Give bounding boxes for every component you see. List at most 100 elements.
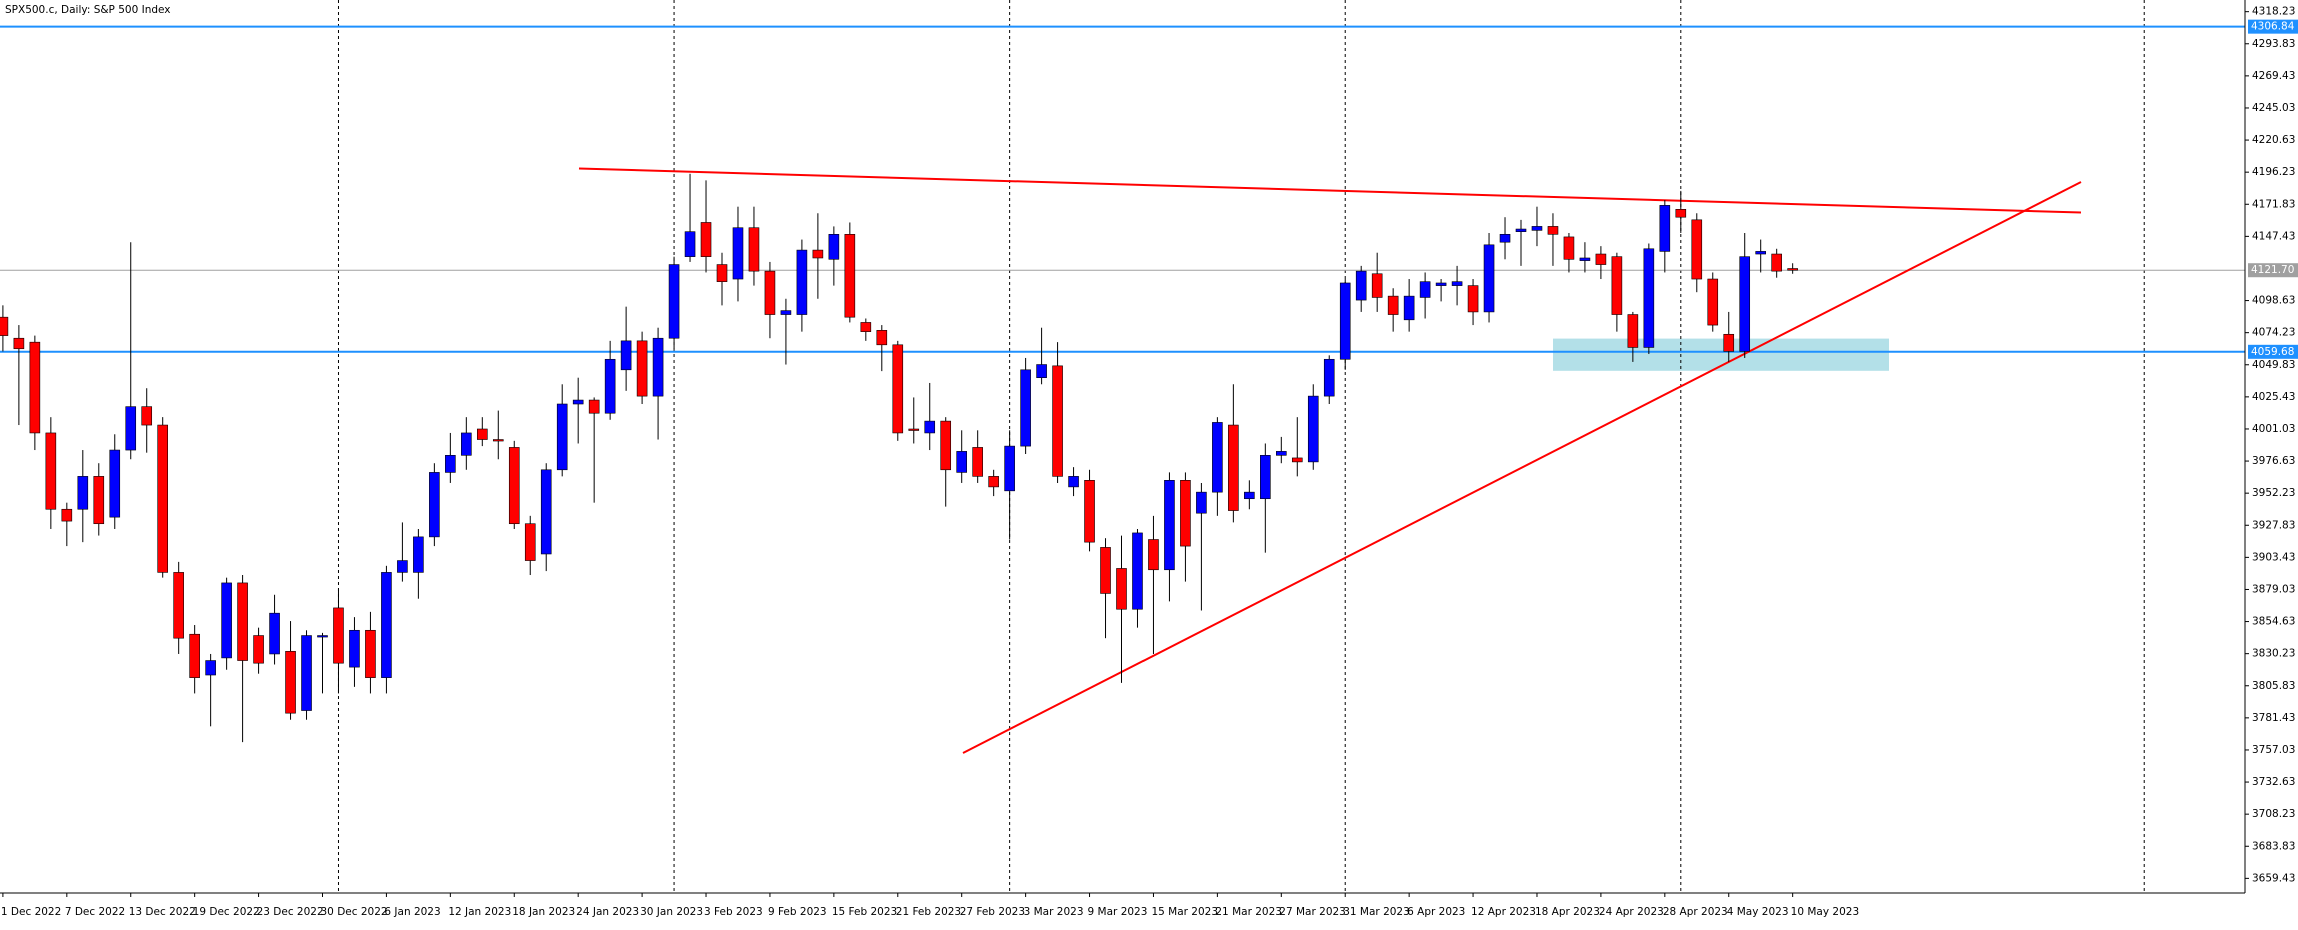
x-tick-label: 24 Jan 2023	[576, 906, 639, 918]
candle-body	[684, 231, 696, 257]
candle-body	[1563, 236, 1575, 260]
x-tick-label: 23 Dec 2022	[257, 906, 324, 918]
candle-body	[1435, 282, 1447, 286]
candle-body	[45, 432, 57, 510]
y-tick-label: 4245.03	[2252, 102, 2295, 114]
y-tick-label: 4025.43	[2252, 391, 2295, 403]
candle-body	[445, 455, 456, 473]
x-tick-label: 10 May 2023	[1791, 906, 1859, 918]
candle-body	[1291, 457, 1303, 463]
candle-body	[93, 476, 105, 525]
chart-title: SPX500.c, Daily: S&P 500 Index	[5, 4, 171, 16]
candle-body	[29, 341, 41, 434]
x-tick-label: 6 Apr 2023	[1407, 906, 1465, 918]
candle-body	[492, 439, 504, 442]
candle-body	[1419, 281, 1431, 298]
x-tick-label: 28 Apr 2023	[1663, 906, 1728, 918]
candle-body	[956, 451, 968, 473]
y-tick-label: 3708.23	[2252, 808, 2295, 820]
candle-body	[1499, 234, 1511, 243]
candle-body	[61, 508, 73, 522]
x-tick-label: 18 Apr 2023	[1535, 906, 1600, 918]
x-tick-label: 13 Dec 2022	[129, 906, 196, 918]
candle-body	[716, 264, 728, 282]
candle-body	[1483, 244, 1495, 313]
level-label-bg	[2248, 344, 2298, 359]
candle-body	[860, 322, 872, 332]
x-tick-label: 27 Mar 2023	[1279, 906, 1346, 918]
candle-body	[1755, 251, 1766, 255]
candle-body	[365, 629, 376, 678]
candle-body	[333, 607, 344, 664]
candle-body	[700, 222, 712, 257]
candle-body	[13, 337, 25, 350]
x-tick-label: 9 Mar 2023	[1088, 906, 1148, 918]
resistance-trendline	[578, 167, 2082, 214]
candle-body	[125, 406, 137, 451]
x-tick-label: 15 Feb 2023	[832, 906, 897, 918]
x-tick-label: 7 Dec 2022	[65, 906, 125, 918]
candle-body	[1036, 364, 1047, 378]
candle-body	[1547, 226, 1559, 235]
candle-body	[636, 340, 648, 397]
candle-body	[780, 310, 792, 315]
level-label: 4306.84	[2251, 21, 2295, 33]
y-tick-label: 4171.83	[2252, 198, 2295, 210]
candle-body	[141, 406, 153, 426]
y-tick-label: 4293.83	[2252, 38, 2295, 50]
x-tick-label: 4 May 2023	[1727, 906, 1789, 918]
candle-body	[844, 234, 856, 318]
candle-body	[604, 358, 616, 414]
candle-body	[285, 651, 296, 714]
candle-body	[1675, 209, 1687, 218]
y-tick-label: 3976.63	[2252, 455, 2295, 467]
candle-body	[1579, 257, 1591, 261]
y-tick-label: 3830.23	[2252, 648, 2295, 660]
candle-body	[1212, 422, 1223, 493]
candle-body	[205, 660, 216, 676]
x-tick-label: 30 Jan 2023	[640, 906, 703, 918]
candle-body	[1244, 491, 1255, 500]
y-tick-label: 3757.03	[2252, 744, 2295, 756]
candle-body	[524, 523, 536, 561]
candle-body	[1052, 365, 1063, 477]
candle-body	[732, 227, 744, 280]
y-tick-label: 3903.43	[2252, 551, 2295, 563]
candle-body	[1116, 568, 1127, 610]
candle-body	[1611, 256, 1623, 315]
candle-body	[221, 582, 232, 659]
candle-body	[1196, 491, 1207, 514]
x-tick-label: 6 Jan 2023	[384, 906, 440, 918]
candle-body	[1260, 455, 1271, 500]
y-tick-label: 4049.83	[2252, 359, 2295, 371]
candle-body	[796, 249, 808, 315]
candle-body	[476, 428, 488, 440]
x-tick-label: 21 Mar 2023	[1215, 906, 1282, 918]
y-tick-label: 3659.43	[2252, 872, 2295, 884]
candle-body	[588, 399, 600, 414]
candle-body	[924, 420, 936, 434]
candle-body	[173, 572, 184, 639]
candle-body	[1084, 480, 1095, 543]
x-tick-label: 12 Jan 2023	[448, 906, 511, 918]
candle-body	[429, 472, 440, 538]
y-tick-label: 3952.23	[2252, 487, 2295, 499]
candle-body	[1643, 248, 1655, 348]
candle-body	[269, 612, 280, 655]
y-tick-label: 4098.63	[2252, 295, 2295, 307]
y-tick-label: 4147.43	[2252, 230, 2295, 242]
candle-body	[1787, 268, 1798, 271]
candle-body	[1723, 333, 1735, 352]
candle-body	[461, 432, 472, 456]
candle-body	[1339, 282, 1351, 360]
y-tick-label: 4074.23	[2252, 327, 2295, 339]
x-tick-label: 31 Mar 2023	[1343, 906, 1410, 918]
candle-body	[1659, 205, 1671, 252]
candle-body	[1515, 228, 1527, 232]
candle-body	[1739, 256, 1751, 352]
candle-body	[0, 316, 9, 336]
candle-body	[301, 635, 312, 711]
candle-body	[892, 344, 904, 434]
candle-body	[253, 635, 264, 664]
